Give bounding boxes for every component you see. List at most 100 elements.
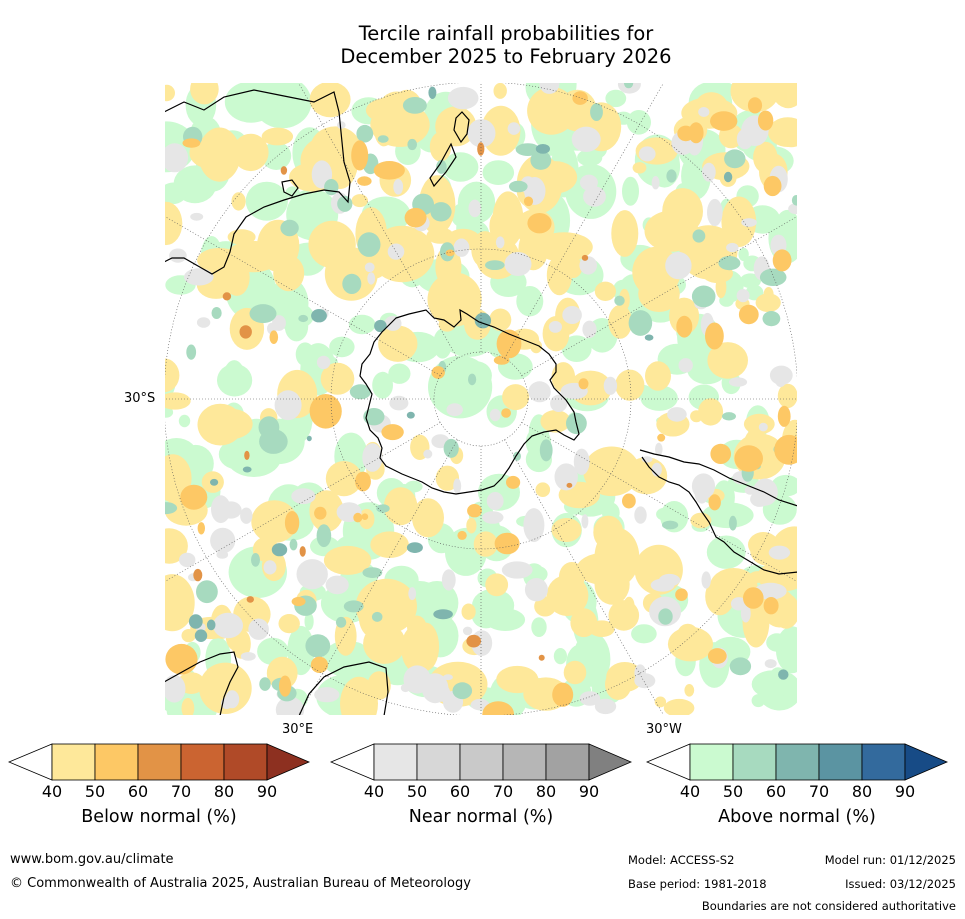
probability-patch: [501, 561, 533, 579]
probability-patch: [516, 286, 544, 317]
probability-patch: [169, 248, 187, 263]
probability-patch: [726, 242, 739, 253]
probability-patch: [244, 450, 250, 460]
below-normal-title: Below normal (%): [81, 807, 237, 827]
tick-label: 90: [578, 782, 600, 801]
probability-patch: [275, 696, 305, 716]
probability-patch: [658, 608, 673, 625]
probability-patch: [764, 659, 777, 669]
probability-patch: [590, 103, 603, 121]
probability-patch: [707, 198, 723, 227]
probability-patch: [645, 361, 671, 391]
probability-patch: [280, 166, 288, 175]
tick-label: 60: [127, 782, 149, 801]
probability-patch: [220, 501, 242, 519]
probability-patch: [706, 535, 746, 569]
probability-patch: [438, 317, 456, 332]
probability-patch: [210, 408, 253, 440]
near-normal-color-60-70: [459, 743, 504, 781]
probability-patch: [441, 569, 456, 591]
probability-patch: [582, 320, 597, 338]
above-normal-color-50-60: [732, 743, 777, 781]
probability-patch: [539, 439, 553, 462]
issued-date: Issued: 03/12/2025: [845, 877, 956, 891]
near-normal-colorbar: [330, 743, 632, 781]
probability-patch: [407, 138, 417, 151]
probability-patch: [188, 614, 203, 629]
probability-patch: [759, 268, 787, 286]
probability-patch: [164, 84, 175, 102]
probability-patch: [506, 475, 521, 489]
above-normal-color-60-70: [775, 743, 820, 781]
above-normal-color-70-80: [818, 743, 863, 781]
probability-patch: [467, 504, 482, 518]
probability-patch: [539, 82, 560, 94]
probability-patch: [769, 365, 793, 385]
probability-patch: [295, 342, 315, 367]
probability-patch: [482, 160, 515, 185]
probability-patch: [263, 560, 277, 575]
probability-shading: [164, 82, 798, 716]
tick-label: 80: [851, 782, 873, 801]
probability-patch: [164, 574, 195, 632]
probability-patch: [299, 546, 306, 557]
probability-patch: [750, 491, 770, 507]
probability-patch: [239, 325, 252, 339]
tick-label: 90: [256, 782, 278, 801]
south-america-coastline: [639, 449, 798, 575]
probability-patch: [509, 180, 528, 193]
probability-patch: [707, 342, 748, 379]
probability-patch: [718, 256, 741, 271]
probability-patch: [194, 629, 208, 642]
probability-patch: [763, 175, 782, 197]
probability-patch: [384, 315, 402, 331]
probability-patch: [739, 273, 762, 289]
probability-patch: [337, 121, 346, 129]
probability-patch: [768, 545, 791, 560]
probability-patch: [446, 403, 463, 417]
probability-patch: [364, 262, 375, 273]
probability-patch: [561, 335, 592, 362]
probability-patch: [676, 315, 693, 338]
probability-patch: [291, 596, 306, 607]
forecast-map: [164, 82, 798, 716]
above-normal-title: Above normal (%): [718, 807, 876, 827]
probability-patch: [624, 82, 634, 89]
probability-patch: [323, 545, 372, 575]
probability-patch: [181, 697, 195, 716]
probability-patch: [489, 408, 501, 422]
probability-patch: [430, 202, 452, 222]
probability-patch: [571, 126, 601, 152]
probability-patch: [461, 603, 476, 620]
probability-patch: [594, 698, 617, 715]
probability-patch: [675, 588, 688, 601]
probability-patch: [190, 212, 204, 221]
probability-patch: [340, 676, 378, 716]
probability-patch: [722, 412, 736, 421]
australia-coastline: [164, 89, 351, 275]
probability-patch: [486, 492, 504, 510]
probability-patch: [442, 152, 479, 182]
tick-label: 50: [84, 782, 106, 801]
above-normal-colorbar: [646, 743, 948, 781]
probability-patch: [197, 248, 242, 273]
above-normal-color-under: [646, 743, 691, 781]
probability-patch: [240, 652, 256, 661]
probability-patch: [523, 196, 534, 207]
probability-patch: [482, 511, 504, 524]
probability-patch: [538, 654, 545, 661]
probability-patch: [222, 292, 232, 301]
probability-patch: [707, 648, 727, 664]
probability-patch: [324, 179, 339, 196]
probability-patch: [164, 406, 174, 418]
probability-patch: [314, 506, 327, 520]
probability-patch: [316, 524, 332, 548]
probability-patch: [252, 537, 279, 562]
probability-patch: [249, 304, 277, 324]
probability-patch: [763, 287, 774, 302]
probability-patch: [578, 378, 589, 390]
above-normal-color-over: [904, 743, 948, 781]
probability-patch: [278, 614, 300, 634]
probability-patch: [357, 176, 372, 186]
tasmania-coastline: [281, 179, 299, 197]
